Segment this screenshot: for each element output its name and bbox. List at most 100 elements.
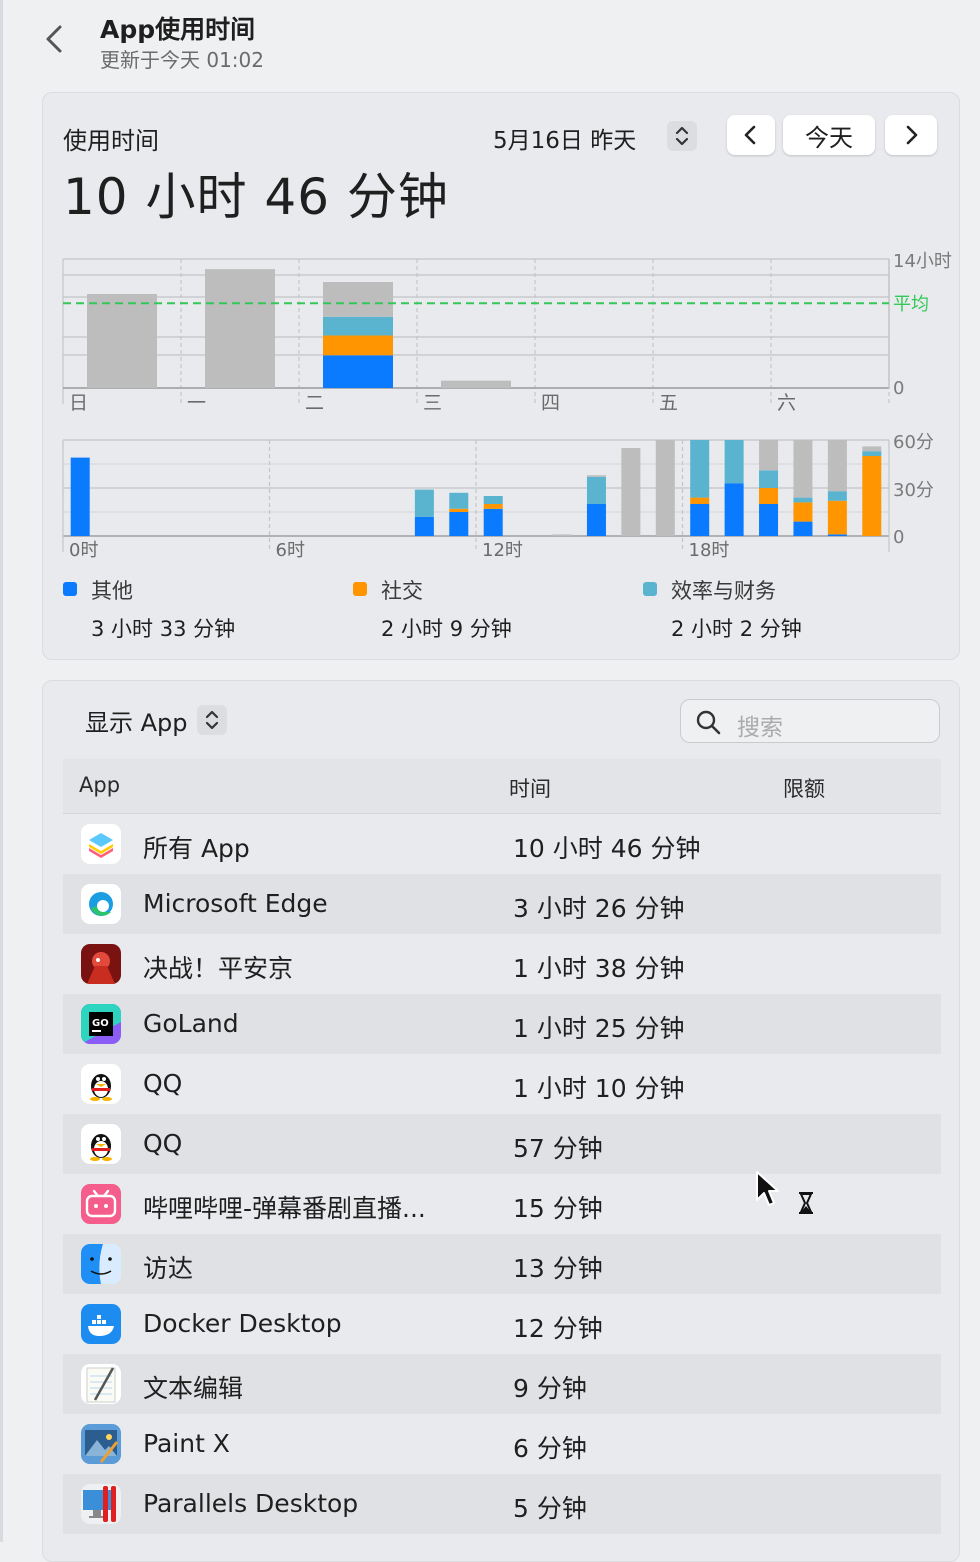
hourly-bar-segment[interactable] bbox=[586, 504, 606, 536]
app-time: 3 小时 26 分钟 bbox=[513, 894, 685, 923]
prev-day-button[interactable] bbox=[727, 115, 775, 155]
hourly-bar-segment[interactable] bbox=[414, 489, 434, 517]
hourly-bar-segment[interactable] bbox=[621, 448, 641, 536]
app-name: Paint X bbox=[143, 1429, 230, 1458]
hourly-bar-segment[interactable] bbox=[690, 497, 710, 504]
day-label: 一 bbox=[187, 392, 206, 414]
app-name: Microsoft Edge bbox=[143, 889, 328, 918]
hourly-bar-segment[interactable] bbox=[724, 483, 744, 536]
hourly-bar-segment[interactable] bbox=[862, 446, 882, 452]
hourly-bar-segment[interactable] bbox=[690, 504, 710, 536]
hourly-bar-segment[interactable] bbox=[586, 476, 606, 504]
goland-icon: GO bbox=[81, 1004, 121, 1044]
daily-bar-segment[interactable] bbox=[323, 282, 393, 317]
legend-value: 2 小时 9 分钟 bbox=[381, 617, 512, 641]
date-selector[interactable]: 5月16日 昨天 bbox=[493, 128, 637, 154]
legend-value: 3 小时 33 分钟 bbox=[91, 617, 236, 641]
daily-bar-segment[interactable] bbox=[323, 316, 393, 336]
hourly-bar-segment[interactable] bbox=[862, 456, 882, 536]
hourly-bar-segment[interactable] bbox=[759, 440, 779, 471]
hourly-bar-segment[interactable] bbox=[449, 508, 469, 512]
search-input[interactable]: 搜索 bbox=[680, 699, 940, 743]
hourly-bar-segment[interactable] bbox=[483, 508, 503, 536]
hourly-bar-segment[interactable] bbox=[827, 440, 847, 492]
hourly-usage-chart: 0时 6时 12时 18时 60分 30分 0 bbox=[62, 432, 934, 561]
hourly-bar-segment[interactable] bbox=[759, 504, 779, 536]
hourly-bar-segment[interactable] bbox=[793, 502, 813, 522]
hourly-bar-segment[interactable] bbox=[414, 516, 434, 536]
today-button[interactable]: 今天 bbox=[783, 115, 875, 155]
day-label: 二 bbox=[305, 392, 324, 414]
hourly-bar-segment[interactable] bbox=[793, 440, 813, 498]
updated-time: 更新于今天 01:02 bbox=[100, 48, 264, 72]
daily-bar-segment[interactable] bbox=[323, 355, 393, 388]
daily-bar[interactable] bbox=[87, 294, 157, 388]
hourly-bar-segment[interactable] bbox=[586, 475, 606, 477]
daily-bar[interactable] bbox=[441, 380, 511, 388]
table-row[interactable]: Microsoft Edge 3 小时 26 分钟 bbox=[63, 874, 941, 934]
app-name: 决战！平安京 bbox=[143, 954, 294, 983]
table-row[interactable]: Parallels Desktop 5 分钟 bbox=[63, 1474, 941, 1534]
page-title: App使用时间 bbox=[100, 15, 256, 44]
daily-bar-segment[interactable] bbox=[323, 335, 393, 356]
date-stepper[interactable] bbox=[667, 121, 697, 151]
parallels-icon bbox=[81, 1484, 121, 1524]
app-list-panel: 显示 App 搜索 App 时间 限额 所有 App 10 小时 46 分钟 Mic… bbox=[42, 680, 960, 1562]
table-row[interactable]: Docker Desktop 12 分钟 bbox=[63, 1294, 941, 1354]
hourly-bar-segment[interactable] bbox=[827, 500, 847, 535]
qq-icon bbox=[81, 1124, 121, 1164]
column-time[interactable]: 时间 bbox=[509, 777, 551, 801]
edge-icon bbox=[81, 884, 121, 924]
daily-y-tick: 平均 bbox=[893, 294, 929, 315]
hourly-bar-segment[interactable] bbox=[483, 496, 503, 504]
hourly-bar-segment[interactable] bbox=[483, 504, 503, 509]
hourly-bar-segment[interactable] bbox=[793, 521, 813, 536]
table-header: App 时间 限额 bbox=[63, 759, 941, 814]
table-row[interactable]: QQ 57 分钟 bbox=[63, 1114, 941, 1174]
chevron-right-icon bbox=[906, 125, 918, 145]
search-placeholder: 搜索 bbox=[737, 715, 783, 741]
table-row[interactable]: GO GoLand 1 小时 25 分钟 bbox=[63, 994, 941, 1054]
table-row[interactable]: 访达 13 分钟 bbox=[63, 1234, 941, 1294]
hourly-bar-segment[interactable] bbox=[827, 534, 847, 536]
app-name: GoLand bbox=[143, 1009, 239, 1038]
app-time: 1 小时 25 分钟 bbox=[513, 1014, 685, 1043]
hourly-bar-segment[interactable] bbox=[827, 491, 847, 501]
hourly-bar-segment[interactable] bbox=[759, 470, 779, 488]
hourly-y-tick: 0 bbox=[893, 527, 904, 548]
next-day-button[interactable] bbox=[885, 115, 937, 155]
day-label: 三 bbox=[423, 392, 442, 414]
show-app-selector[interactable]: 显示 App bbox=[85, 709, 188, 737]
legend-label: 效率与财务 bbox=[671, 579, 776, 603]
hourly-bar-segment[interactable] bbox=[724, 440, 744, 484]
hourly-bar-segment[interactable] bbox=[449, 492, 469, 509]
hour-label: 0时 bbox=[69, 540, 98, 561]
daily-bar[interactable] bbox=[205, 269, 275, 388]
hourly-bar-segment[interactable] bbox=[552, 534, 572, 536]
table-row[interactable]: 所有 App 10 小时 46 分钟 bbox=[63, 814, 941, 874]
table-row[interactable]: QQ 1 小时 10 分钟 bbox=[63, 1054, 941, 1114]
hourly-bar-segment[interactable] bbox=[793, 497, 813, 503]
table-row[interactable]: 哔哩哔哩-弹幕番剧直播... 15 分钟 bbox=[63, 1174, 941, 1234]
legend-swatch-social bbox=[353, 582, 367, 596]
daily-y-tick: 14小时 bbox=[893, 251, 952, 272]
hourly-bar-segment[interactable] bbox=[690, 440, 710, 498]
app-name: 所有 App bbox=[143, 834, 250, 863]
show-app-stepper[interactable] bbox=[197, 705, 227, 735]
day-label: 日 bbox=[69, 392, 88, 414]
day-label: 六 bbox=[777, 392, 796, 414]
hourly-bar-segment[interactable] bbox=[759, 488, 779, 504]
all-apps-icon bbox=[81, 824, 121, 864]
hourglass-icon[interactable] bbox=[798, 1191, 814, 1215]
hourly-bar-segment[interactable] bbox=[655, 440, 675, 536]
hourly-bar-segment[interactable] bbox=[862, 451, 882, 456]
column-limit[interactable]: 限额 bbox=[783, 777, 825, 801]
hourly-bar-segment[interactable] bbox=[449, 512, 469, 536]
table-row[interactable]: 决战！平安京 1 小时 38 分钟 bbox=[63, 934, 941, 994]
column-app[interactable]: App bbox=[79, 773, 121, 797]
table-row[interactable]: Paint X 6 分钟 bbox=[63, 1414, 941, 1474]
back-chevron-icon[interactable] bbox=[38, 22, 72, 56]
hourly-bar-segment[interactable] bbox=[70, 457, 90, 536]
table-row[interactable]: 文本编辑 9 分钟 bbox=[63, 1354, 941, 1414]
